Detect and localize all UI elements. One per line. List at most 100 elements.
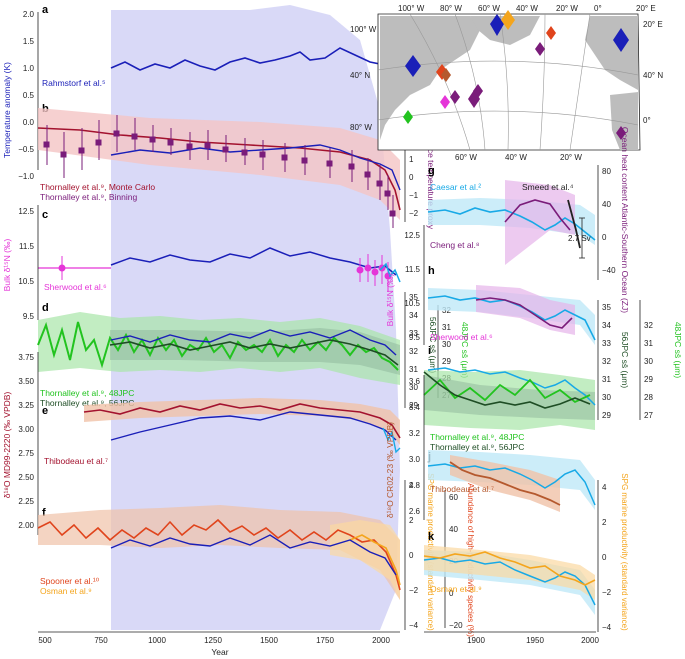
svg-text:2.6: 2.6: [409, 507, 421, 516]
thornalley-bin-label: Thornalley et al.⁹, Binning: [40, 192, 137, 202]
svg-text:3.0: 3.0: [409, 455, 421, 464]
d18o-axis-label-right: δ¹⁸O CR02-23 (‰ VPDB): [385, 422, 395, 518]
ohc-axis: 80 40 0 −40: [597, 165, 616, 280]
svg-text:3.6: 3.6: [409, 377, 421, 386]
caesar-label: Caesar et al.²: [430, 182, 481, 192]
osman-band: [330, 520, 400, 600]
thornalley-56-line: [109, 339, 399, 366]
svg-text:1250: 1250: [204, 636, 222, 645]
marker-red-center: [546, 26, 556, 40]
svg-text:0: 0: [449, 589, 454, 598]
svg-text:10.5: 10.5: [404, 299, 420, 308]
x-axis-right: 1900 1950 2000: [424, 631, 599, 645]
svg-text:31: 31: [409, 365, 418, 374]
svg-text:−2: −2: [409, 209, 419, 218]
spooner-line: [37, 518, 401, 591]
svg-text:0°: 0°: [643, 116, 651, 125]
svg-text:40° W: 40° W: [505, 153, 527, 162]
svg-text:29: 29: [644, 375, 653, 384]
left-column: a 2.0 1.5 1.0 0.5 0.0 −0.5 −1.0 Temperat…: [2, 4, 475, 657]
svg-text:2000: 2000: [372, 636, 390, 645]
svg-text:11.5: 11.5: [405, 265, 421, 274]
jpc56-axis-label-right: 56JPC ss̄ (μm): [620, 332, 630, 389]
ohc-axis-label: Ocean heat content Atlantic-Southern Oce…: [620, 127, 630, 313]
svg-text:0: 0: [602, 233, 607, 242]
svg-text:40° N: 40° N: [350, 71, 370, 80]
caesar-series-c: [379, 262, 401, 283]
svg-text:0.0: 0.0: [23, 118, 35, 127]
jpc56-axis-right-panel: 35 34 33 32 31 30 29: [597, 300, 611, 420]
svg-text:11.5: 11.5: [19, 242, 35, 251]
sherwood-label-right: Sherwood et al.⁶: [430, 332, 493, 342]
svg-text:9.5: 9.5: [409, 333, 421, 342]
thornalley-56-line-i: [423, 371, 591, 409]
spg-axis-label-right: SPG marine productivity (standard varian…: [620, 473, 629, 631]
panel-label-h: h: [428, 265, 435, 277]
cheng-band: [505, 180, 575, 265]
svg-text:80° W: 80° W: [350, 123, 372, 132]
temp-axis-label: Temperature anomaly (K): [2, 62, 12, 158]
svg-text:20° W: 20° W: [556, 4, 578, 13]
svg-text:3.75: 3.75: [18, 353, 34, 362]
panel-label-i: i: [428, 345, 431, 357]
panel-label-d: d: [42, 302, 49, 314]
thornalley-mc-line: [37, 127, 401, 211]
panel-label-f: f: [42, 507, 46, 519]
svg-text:30: 30: [442, 340, 451, 349]
jpc48-axis-right-panel: 32 31 30 29 28 27: [639, 300, 653, 420]
marker-purple-east: [616, 126, 626, 140]
svg-text:35: 35: [602, 303, 611, 312]
panel-label-k: k: [428, 531, 435, 543]
temp-axis: 2.0 1.5 1.0 0.5 0.0 −0.5 −1.0: [18, 10, 39, 181]
thibodeau-label-left: Thibodeau et al.⁷: [44, 456, 108, 466]
svg-text:34: 34: [602, 321, 611, 330]
svg-text:−2: −2: [602, 588, 612, 597]
svg-text:40: 40: [449, 525, 458, 534]
sv-scale-bar: [579, 217, 585, 259]
svg-text:34: 34: [409, 311, 418, 320]
svg-text:−1: −1: [409, 191, 419, 200]
svg-text:32: 32: [409, 347, 418, 356]
marker-purple-south2: [473, 84, 483, 98]
osman-band-k: [424, 545, 595, 600]
svg-text:2.0: 2.0: [23, 10, 35, 19]
svg-text:Year: Year: [211, 647, 228, 657]
svg-text:60° W: 60° W: [478, 4, 500, 13]
svg-text:80: 80: [602, 167, 611, 176]
osman-label-left: Osman et al.⁹: [40, 586, 92, 596]
marker-brown: [441, 68, 451, 82]
thibodeau-line-right: [449, 461, 561, 506]
svg-text:60: 60: [449, 493, 458, 502]
smeed-line: [567, 199, 581, 249]
svg-text:0: 0: [602, 553, 607, 562]
sherwood-label-left: Sherwood et al.⁶: [44, 282, 107, 292]
svg-text:40° W: 40° W: [516, 4, 538, 13]
svg-text:−4: −4: [409, 621, 419, 630]
sherwood-band-h: [476, 285, 575, 335]
map-markers: [403, 10, 629, 140]
greenland-land: [470, 16, 540, 45]
svg-text:2.8: 2.8: [409, 481, 421, 490]
n15-axis-left: 12.5 11.5 10.5 9.5: [18, 205, 39, 321]
thornalley-56-label-left: Thornalley et al.⁹, 56JPC: [40, 398, 134, 408]
svg-text:1750: 1750: [316, 636, 334, 645]
svg-text:31: 31: [602, 375, 611, 384]
north-america-land: [380, 16, 480, 140]
spg-axis-left: 4 2 0 −2 −4: [404, 480, 419, 630]
svg-text:2000: 2000: [581, 636, 599, 645]
d18o-axis-right-panel: 3.6 3.4 3.2 3.0 2.8 2.6: [409, 375, 425, 520]
right-column: g 2.7 Sv 80 40 0 −40 Ocean heat content …: [385, 127, 683, 645]
svg-text:2: 2: [409, 516, 414, 525]
rahmstorf-series-d: [110, 329, 397, 356]
panel-label-a: a: [42, 4, 49, 16]
marker-green: [403, 110, 413, 124]
svg-text:3.25: 3.25: [18, 401, 34, 410]
map-edge-labels: 20° E 100° W 40° N 40° N 0° 80° W 60° W …: [350, 20, 663, 162]
svg-text:−0.5: −0.5: [18, 145, 34, 154]
svg-text:−2: −2: [409, 586, 419, 595]
thornalley-56-label-right: Thornalley et al.⁹, 56JPC: [430, 442, 524, 452]
svg-text:3.4: 3.4: [409, 403, 421, 412]
svg-text:9.5: 9.5: [23, 312, 35, 321]
marker-orange: [501, 10, 515, 30]
svg-text:−1.0: −1.0: [18, 172, 34, 181]
